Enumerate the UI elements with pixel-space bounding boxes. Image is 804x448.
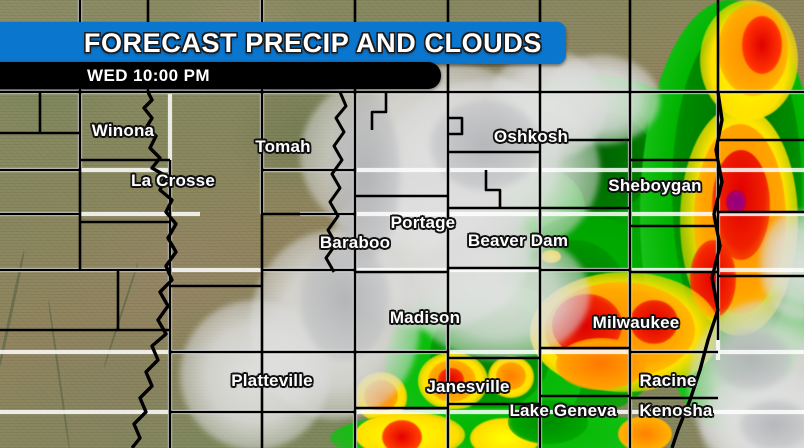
- city-label-baraboo: Baraboo: [319, 233, 391, 252]
- city-label-portage: Portage: [390, 213, 456, 232]
- city-label-racine: Racine: [639, 371, 697, 390]
- forecast-title-banner: FORECAST PRECIP AND CLOUDS: [0, 22, 566, 64]
- city-label-milwaukee: Milwaukee: [592, 313, 680, 332]
- cloud-mass: [410, 230, 590, 360]
- cloud-shadow: [740, 400, 804, 448]
- precip-cell-orange: [618, 416, 672, 448]
- precip-cell-red: [630, 300, 678, 344]
- city-label-lake-geneva: Lake Geneva: [509, 401, 617, 420]
- city-label-kenosha: Kenosha: [639, 401, 713, 420]
- city-label-janesville: Janesville: [426, 377, 510, 396]
- precip-cell-red: [742, 16, 782, 74]
- city-label-oshkosh: Oshkosh: [493, 127, 569, 146]
- precip-cell-green: [508, 400, 588, 444]
- precip-cell-red: [438, 368, 464, 392]
- forecast-time-bar: WED 10:00 PM: [0, 62, 441, 89]
- city-label-la-crosse: La Crosse: [130, 171, 216, 190]
- city-label-sheboygan: Sheboygan: [608, 176, 702, 195]
- city-label-beaver-dam: Beaver Dam: [467, 231, 569, 250]
- city-label-winona: Winona: [91, 121, 155, 140]
- cloud-shadow: [300, 240, 390, 360]
- city-label-tomah: Tomah: [255, 137, 311, 156]
- forecast-timestamp: WED 10:00 PM: [87, 65, 210, 85]
- cloud-shadow: [712, 330, 792, 390]
- page-title: FORECAST PRECIP AND CLOUDS: [83, 27, 542, 58]
- precip-cell-magenta: [726, 190, 746, 214]
- city-label-madison: Madison: [389, 308, 461, 327]
- precip-cell-red: [382, 420, 422, 448]
- city-label-platteville: Platteville: [231, 371, 313, 390]
- precip-cell-orange: [496, 362, 526, 390]
